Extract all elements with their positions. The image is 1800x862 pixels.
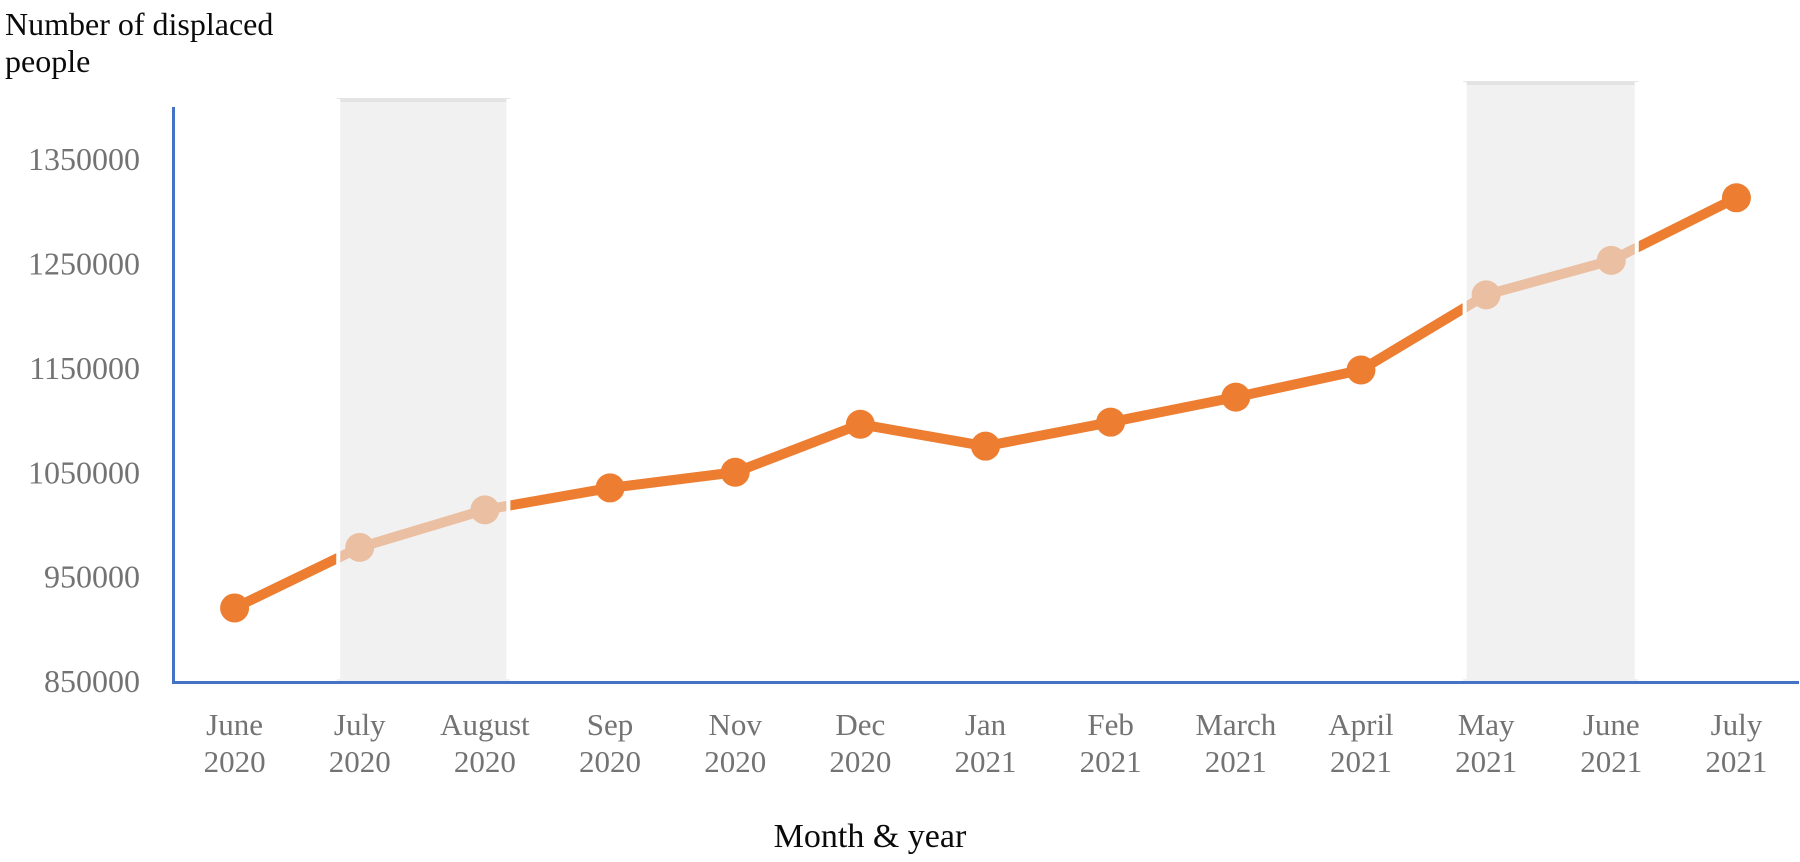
y-axis-title: Number of displaced people bbox=[5, 6, 274, 79]
x-tick-label-month: Feb bbox=[1087, 707, 1134, 742]
data-point-marker bbox=[971, 431, 1000, 461]
x-tick-label-month: June bbox=[1583, 707, 1640, 742]
x-tick-label-year: 2021 bbox=[955, 744, 1017, 779]
x-tick-label-year: 2020 bbox=[829, 744, 891, 779]
x-tick-label-month: May bbox=[1458, 707, 1515, 742]
x-tick-label-year: 2021 bbox=[1580, 744, 1642, 779]
x-tick-label-month: June bbox=[206, 707, 263, 742]
y-tick-label: 1350000 bbox=[28, 141, 140, 177]
data-point-marker bbox=[1096, 407, 1126, 437]
data-point-marker bbox=[1346, 355, 1376, 385]
y-tick-label: 1050000 bbox=[28, 454, 140, 490]
x-tick-label-month: Dec bbox=[835, 707, 885, 742]
x-tick-label-month: July bbox=[1711, 707, 1763, 742]
data-point-marker bbox=[1221, 382, 1251, 412]
x-tick-label-year: 2020 bbox=[454, 744, 516, 779]
y-tick-label: 850000 bbox=[44, 663, 140, 699]
x-tick-label-month: Sep bbox=[587, 707, 634, 742]
x-tick-label-year: 2021 bbox=[1455, 744, 1517, 779]
y-tick-label: 1250000 bbox=[28, 246, 140, 282]
x-tick-label-year: 2020 bbox=[579, 744, 641, 779]
data-point-marker bbox=[845, 409, 875, 439]
x-tick-label-year: 2021 bbox=[1330, 744, 1392, 779]
data-point-marker bbox=[595, 473, 625, 503]
x-tick-label-month: Jan bbox=[965, 707, 1007, 742]
data-point-marker bbox=[220, 593, 250, 623]
y-tick-label: 950000 bbox=[44, 559, 140, 595]
x-tick-label-year: 2020 bbox=[329, 744, 391, 779]
x-tick-label-month: July bbox=[334, 707, 386, 742]
x-tick-label-year: 2021 bbox=[1205, 744, 1267, 779]
x-tick-label-month: April bbox=[1328, 707, 1393, 742]
x-axis-title: Month & year bbox=[773, 818, 967, 855]
x-tick-label-month: August bbox=[440, 707, 530, 742]
y-tick-label: 1150000 bbox=[29, 350, 140, 386]
highlight-band bbox=[1463, 82, 1639, 681]
x-tick-label-year: 2020 bbox=[704, 744, 766, 779]
highlight-band bbox=[336, 99, 510, 681]
x-tick-label-month: Nov bbox=[708, 707, 762, 742]
x-tick-label-year: 2020 bbox=[204, 744, 266, 779]
x-tick-label-year: 2021 bbox=[1080, 744, 1142, 779]
data-point-marker bbox=[720, 457, 750, 487]
x-tick-label-month: March bbox=[1195, 707, 1276, 742]
data-point-marker bbox=[1721, 183, 1751, 213]
x-tick-label-year: 2021 bbox=[1705, 744, 1767, 779]
